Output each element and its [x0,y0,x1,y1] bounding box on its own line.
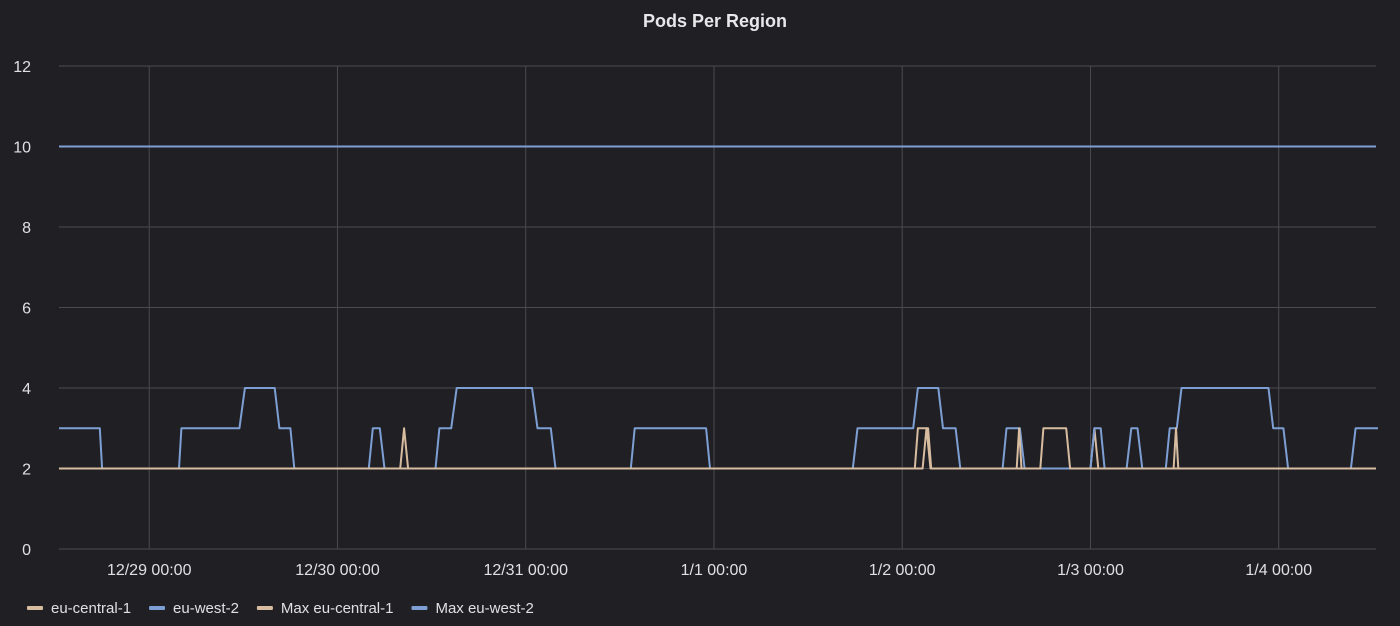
legend-item-max-eu-west-2[interactable]: Max eu-west-2 [411,600,534,617]
x-tick-label: 1/4 00:00 [1245,562,1312,579]
legend-label: Max eu-central-1 [281,600,394,617]
legend-item-max-eu-central-1[interactable]: Max eu-central-1 [256,600,394,617]
x-tick-label: 12/29 00:00 [107,562,192,579]
legend-swatch [27,606,43,610]
y-tick-label: 6 [22,301,31,318]
x-tick-label: 12/30 00:00 [295,562,380,579]
x-tick-label: 1/1 00:00 [681,562,748,579]
legend-label: Max eu-west-2 [435,600,533,617]
y-tick-label: 8 [22,220,31,237]
x-tick-label: 12/31 00:00 [483,562,568,579]
legend-label: eu-central-1 [51,600,131,617]
series-line-max-eu-central-1 [59,427,1376,470]
legend-item-eu-west-2[interactable]: eu-west-2 [149,600,239,617]
series-lines [59,145,1378,470]
legend-item-eu-central-1[interactable]: eu-central-1 [27,600,131,617]
chart-title: Pods Per Region [643,11,787,31]
x-tick-label: 1/3 00:00 [1057,562,1124,579]
legend-label: eu-west-2 [173,600,239,617]
legend[interactable]: eu-central-1 eu-west-2 Max eu-central-1 Max… [27,600,534,617]
y-tick-label: 4 [22,381,31,398]
legend-swatch [256,606,273,610]
y-tick-label: 10 [13,140,31,157]
grid [59,65,1376,550]
y-tick-label: 12 [13,59,31,76]
legend-swatch [149,606,166,610]
y-axis-ticks: 0 2 4 6 8 10 12 [13,59,31,559]
y-tick-label: 2 [22,462,31,479]
legend-swatch [411,606,428,610]
series-line-eu-west-2 [59,387,1378,470]
y-tick-label: 0 [22,542,31,559]
x-axis-ticks: 12/29 00:00 12/30 00:00 12/31 00:00 1/1 00:… [107,562,1312,579]
x-tick-label: 1/2 00:00 [869,562,936,579]
